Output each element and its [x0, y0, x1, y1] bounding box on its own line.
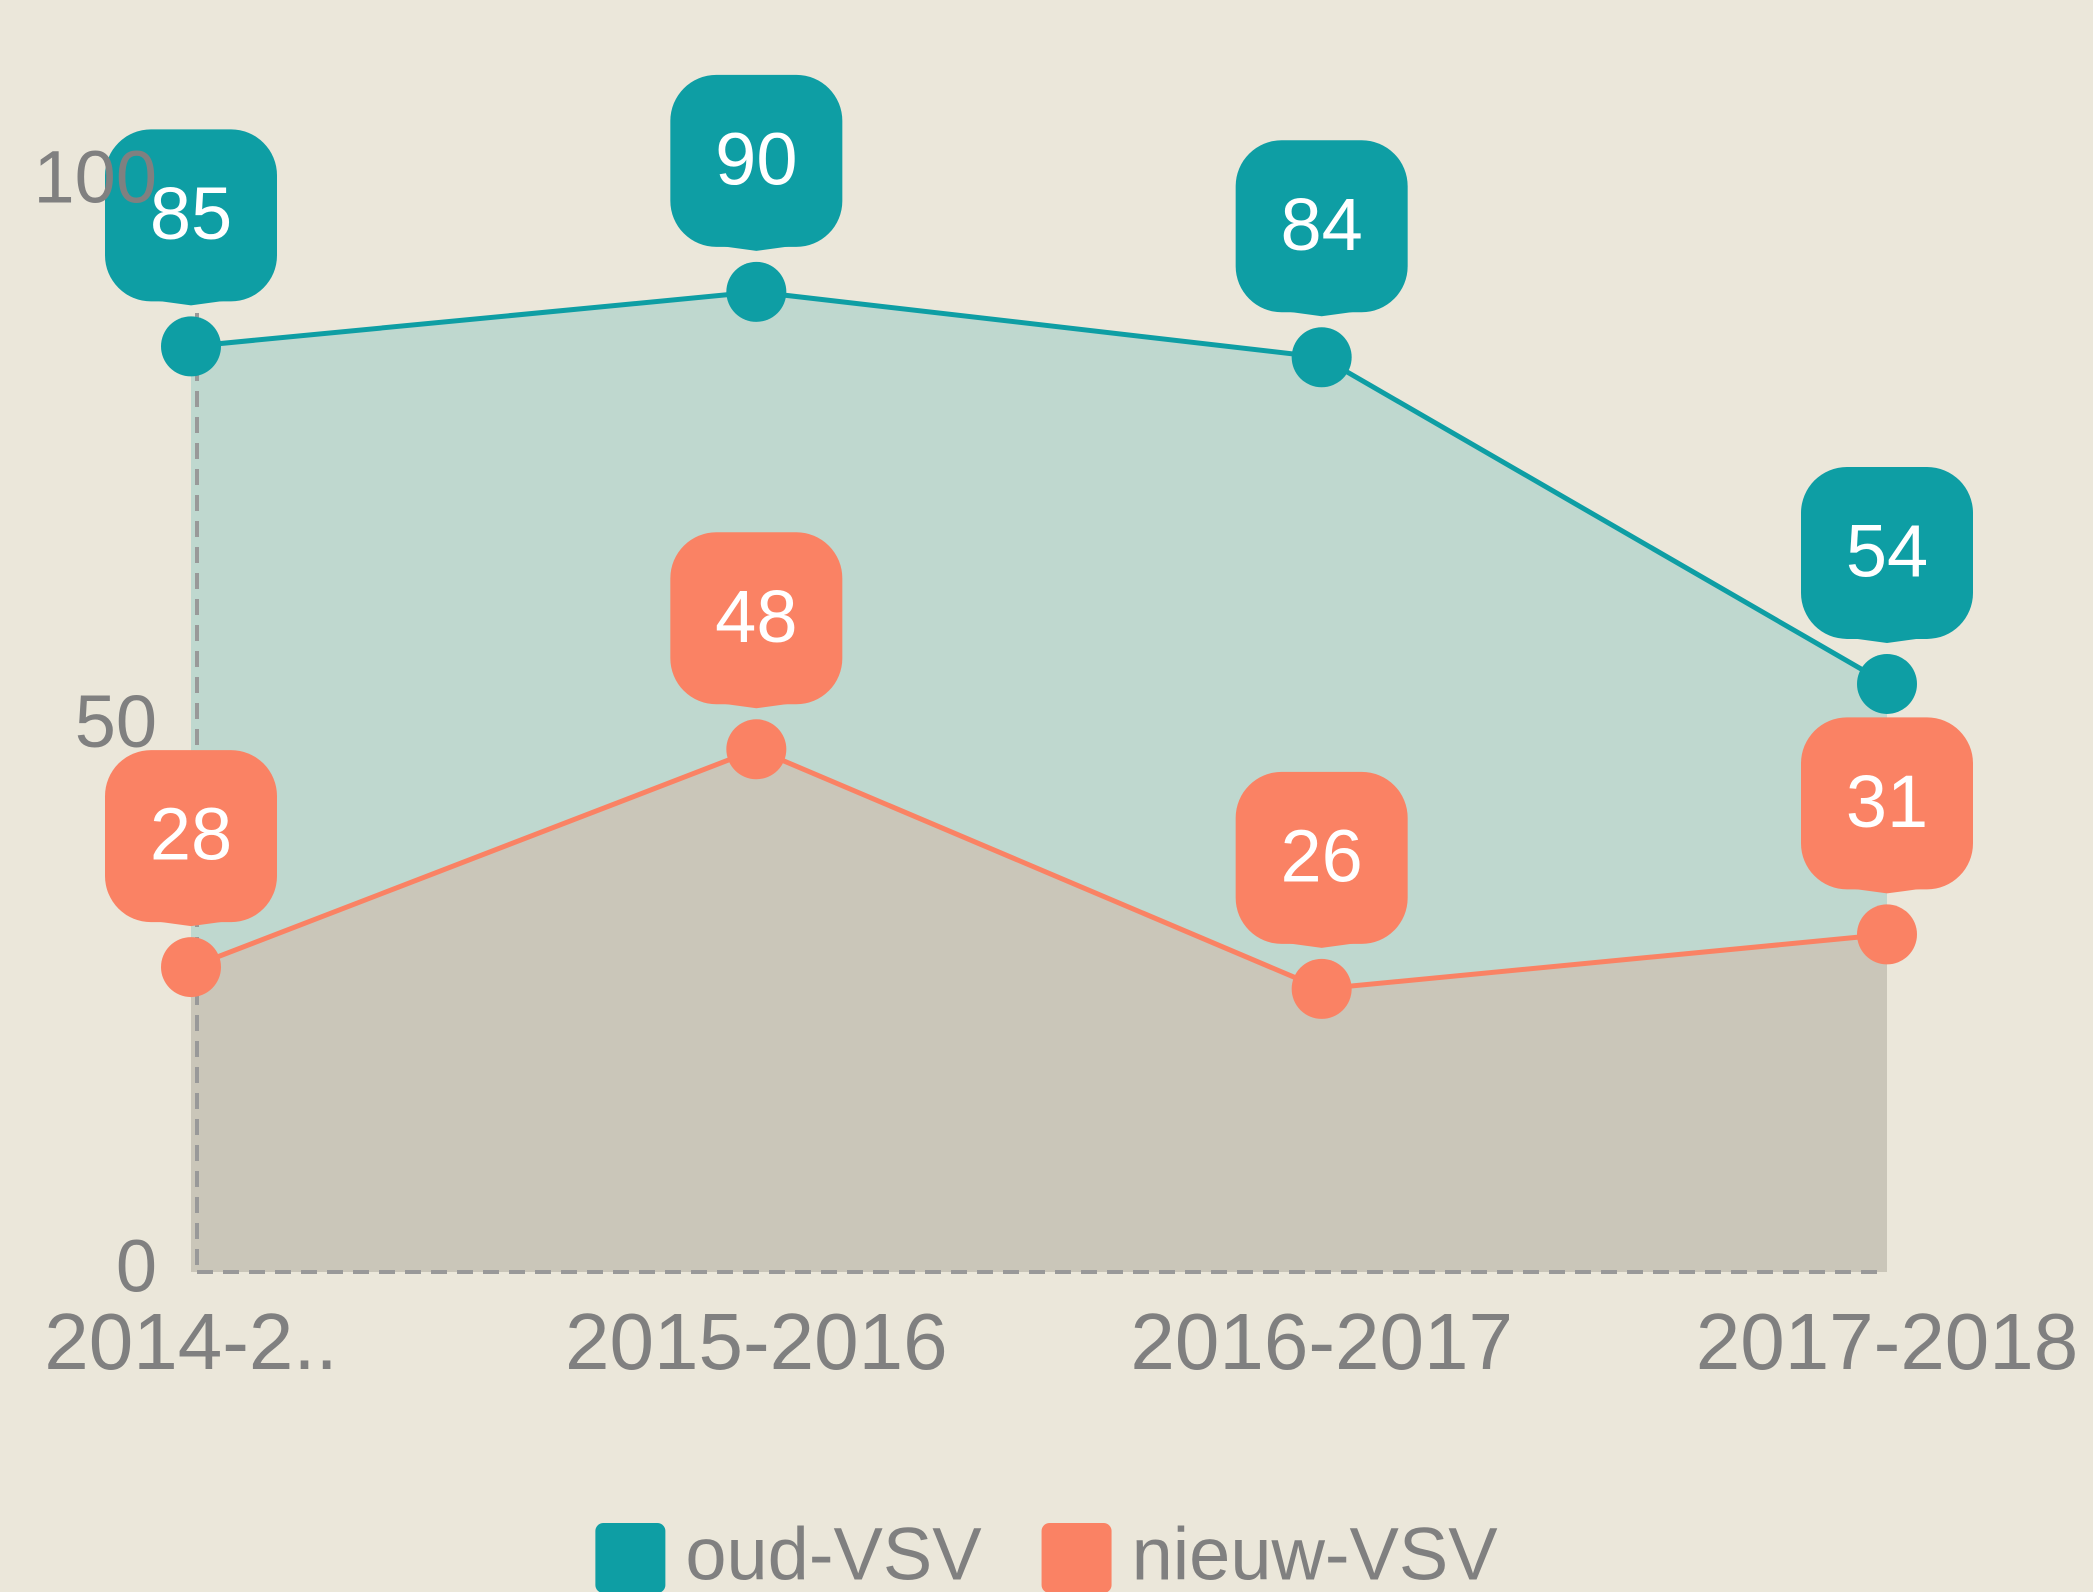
callout-box: [1235, 140, 1408, 313]
value-label: 84: [1281, 183, 1363, 266]
line: [190, 746, 1888, 992]
value-callout: 26: [1235, 771, 1408, 948]
area: [191, 749, 1887, 1272]
value-label: 85: [150, 172, 232, 255]
value-callout: 48: [670, 532, 843, 709]
value-callout: 84: [1235, 140, 1408, 317]
point: [161, 937, 221, 998]
value-label: 26: [1281, 814, 1363, 897]
callout-pointer: [1843, 887, 1931, 894]
legend-label: oud-VSV: [685, 1513, 982, 1592]
point: [1291, 327, 1352, 388]
area: [191, 291, 1887, 1272]
value-callout: 85: [105, 129, 277, 306]
callout-box: [105, 750, 277, 923]
value-callout: 54: [1801, 466, 1973, 643]
callout-box: [1801, 717, 1973, 890]
value-label: 48: [715, 575, 797, 658]
callout-box: [670, 532, 843, 705]
value-label: 31: [1846, 760, 1928, 843]
callout-pointer: [712, 702, 801, 709]
callout-pointer: [1277, 941, 1366, 948]
callout-pointer: [1277, 310, 1366, 317]
legend-swatch: [595, 1523, 666, 1592]
y-tick-label: 100: [34, 136, 157, 219]
y-tick-label: 50: [75, 680, 157, 763]
point: [1857, 904, 1917, 965]
value-callout: 31: [1801, 717, 1973, 894]
point: [1857, 653, 1917, 714]
callout-pointer: [712, 244, 801, 251]
value-label: 54: [1846, 509, 1928, 592]
callout-pointer: [147, 299, 235, 306]
value-label: 28: [150, 793, 232, 876]
y-tick-label: 0: [116, 1225, 157, 1308]
legend-swatch: [1041, 1523, 1112, 1592]
point: [1291, 958, 1352, 1019]
x-tick-label: 2014-2..: [44, 1297, 338, 1386]
value-callout: 28: [105, 750, 277, 927]
callout-pointer: [147, 920, 235, 927]
callout-pointer: [1843, 636, 1931, 643]
legend: oud-VSV nieuw-VSV: [595, 1513, 1498, 1592]
point: [161, 316, 221, 377]
line: [190, 289, 1889, 687]
point: [726, 261, 787, 322]
value-label: 90: [715, 117, 797, 200]
legend-label: nieuw-VSV: [1132, 1513, 1499, 1592]
point: [726, 719, 787, 780]
value-callout: 90: [670, 74, 843, 251]
x-tick-label: 2016-2017: [1130, 1297, 1513, 1386]
callout-box: [1801, 466, 1973, 639]
callout-box: [105, 129, 277, 302]
callout-box: [670, 74, 843, 247]
callout-box: [1235, 771, 1408, 944]
x-tick-label: 2015-2016: [565, 1297, 948, 1386]
x-tick-label: 2017-2018: [1696, 1297, 2079, 1386]
